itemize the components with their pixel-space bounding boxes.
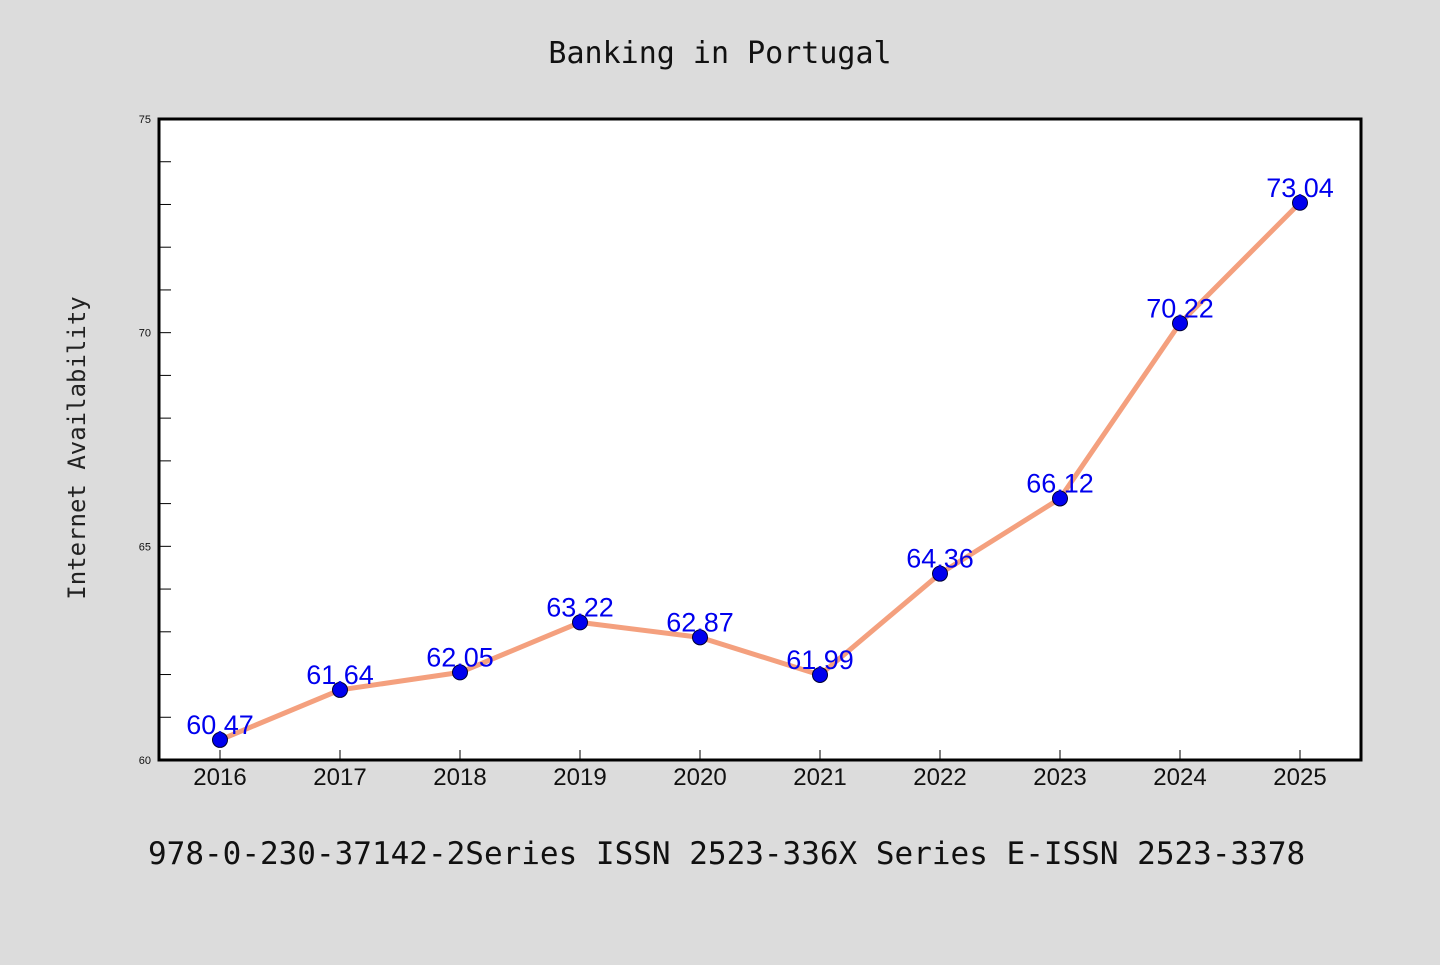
x-tick-label: 2023 xyxy=(1033,764,1086,791)
series-line xyxy=(217,200,1303,743)
data-label: 61.99 xyxy=(786,645,854,675)
data-point xyxy=(572,614,588,631)
x-tick-label: 2024 xyxy=(1153,764,1206,791)
data-label: 62.87 xyxy=(666,607,734,637)
data-point xyxy=(1292,194,1308,211)
data-point xyxy=(692,629,708,646)
y-tick-label: 70 xyxy=(139,328,151,340)
data-point xyxy=(452,664,468,681)
data-label: 61.64 xyxy=(306,660,374,690)
x-tick-label: 2020 xyxy=(673,764,726,791)
chart-title: Banking in Portugal xyxy=(548,36,891,71)
x-tick-label: 2017 xyxy=(313,764,366,791)
data-label: 62.05 xyxy=(426,642,494,672)
y-tick-label: 75 xyxy=(139,114,151,126)
x-tick-label: 2022 xyxy=(913,764,966,791)
data-points xyxy=(212,194,1308,748)
y-tick-label: 60 xyxy=(139,755,151,767)
data-point xyxy=(212,731,228,748)
x-tick-label: 2018 xyxy=(433,764,486,791)
axes: 60 65 70 75 2016 2017 2018 2019 2020 2021 2022 2023… xyxy=(139,114,1327,791)
data-label: 66.12 xyxy=(1026,468,1094,498)
footer-text: 978-0-230-37142-2Series ISSN 2523-336X S… xyxy=(148,836,1305,872)
plot-frame xyxy=(157,117,1363,762)
y-axis-label: Internet Availability xyxy=(63,296,91,599)
data-label: 60.47 xyxy=(186,710,254,740)
plot-area xyxy=(159,119,1361,760)
data-label: 70.22 xyxy=(1146,293,1214,323)
data-point xyxy=(932,565,948,582)
data-point xyxy=(1052,490,1068,507)
x-tick-label: 2019 xyxy=(553,764,606,791)
data-labels: 60.47 61.64 62.05 63.22 62.87 61.99 64.36 66.12… xyxy=(186,173,1334,740)
x-tick-label: 2021 xyxy=(793,764,846,791)
data-label: 64.36 xyxy=(906,544,974,574)
data-point xyxy=(332,681,348,698)
x-tick-label: 2025 xyxy=(1273,764,1326,791)
series-line-group xyxy=(217,200,1303,743)
data-point xyxy=(1172,315,1188,332)
data-label: 63.22 xyxy=(546,592,614,622)
x-tick-label: 2016 xyxy=(193,764,246,791)
data-label: 73.04 xyxy=(1266,173,1334,203)
data-point xyxy=(812,666,828,683)
y-tick-label: 65 xyxy=(139,541,151,553)
